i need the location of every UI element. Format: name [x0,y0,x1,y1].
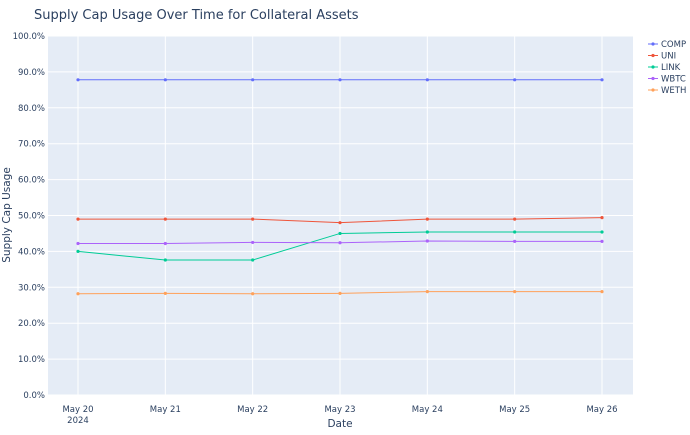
y-tick-label: 80.0% [18,104,45,114]
x-tick-label: May 25 [499,405,530,415]
series-uni [76,216,604,225]
data-point-link [251,258,255,262]
data-point-wbtc [600,239,604,243]
data-point-comp [425,78,429,82]
legend-label: UNI [661,52,676,62]
gridlines [48,35,633,396]
data-point-comp [513,78,517,82]
x-tick-label: May 20 [62,405,93,415]
data-point-uni [338,221,342,225]
data-point-comp [600,78,604,82]
legend-marker [651,53,655,58]
data-point-weth [251,292,255,296]
legend-marker [651,76,655,81]
data-point-link [425,230,429,234]
series-weth [76,290,604,296]
data-point-uni [513,217,517,221]
chart-title: Supply Cap Usage Over Time for Collatera… [34,8,359,23]
data-point-link [600,230,604,234]
legend-marker [651,42,655,46]
legend-marker [651,88,655,92]
legend-item-weth[interactable]: WETH [648,86,686,96]
y-axis-title: Supply Cap Usage [1,167,13,263]
data-point-comp [163,78,167,82]
x-tick-label: May 24 [412,405,443,415]
data-point-comp [76,78,80,82]
x-tick-label: May 22 [237,405,268,415]
data-point-weth [76,292,80,296]
data-point-link [338,231,342,236]
data-point-wbtc [76,241,80,246]
y-tick-label: 30.0% [18,283,45,293]
y-tick-label: 40.0% [18,247,45,257]
series-comp [76,78,604,82]
data-point-uni [600,216,604,220]
data-point-uni [251,217,255,221]
data-point-wbtc [163,241,167,246]
series-lines [76,78,604,296]
data-point-uni [425,217,429,221]
data-point-wbtc [513,239,517,243]
y-tick-label: 20.0% [18,319,45,329]
x-axis-title: Date [327,418,352,430]
x-tick-label: May 23 [324,405,355,415]
series-wbtc [76,239,604,246]
legend-label: WBTC [661,75,686,85]
y-tick-label: 10.0% [18,355,45,365]
y-tick-label: 70.0% [18,140,45,150]
y-axis-ticks: 0.0% 10.0% 20.0% 30.0% 40.0% 50.0% 60.0% 70.0% 8… [13,32,45,401]
legend-item-comp[interactable]: COMP [648,40,686,50]
y-tick-label: 90.0% [18,68,45,78]
data-point-weth [600,290,604,294]
data-point-link [163,258,167,262]
data-point-wbtc [425,239,429,243]
legend-label: COMP [661,40,686,50]
data-point-weth [513,290,517,294]
legend-label: WETH [661,86,686,96]
y-tick-label: 0.0% [23,391,45,401]
data-point-weth [425,290,429,294]
data-point-uni [163,217,167,221]
data-point-weth [338,291,342,296]
data-point-weth [163,291,167,296]
legend-item-uni[interactable]: UNI [648,52,676,62]
legend-item-wbtc[interactable]: WBTC [648,75,686,85]
y-tick-label: 100.0% [13,32,45,42]
data-point-uni [76,217,80,221]
series-link [76,230,604,262]
legend-marker [651,65,655,69]
data-point-comp [251,78,255,82]
legend-item-link[interactable]: LINK [648,63,681,73]
y-tick-label: 60.0% [18,176,45,186]
x-tick-label: May 26 [586,405,617,415]
data-point-wbtc [251,240,255,245]
legend-label: LINK [661,63,681,73]
x-tick-label: May 21 [150,405,181,415]
y-tick-label: 50.0% [18,212,45,222]
x-tick-year-label: 2024 [67,416,89,426]
data-point-comp [338,78,342,82]
data-point-link [76,249,80,253]
data-point-wbtc [338,241,342,245]
data-point-link [513,230,517,234]
